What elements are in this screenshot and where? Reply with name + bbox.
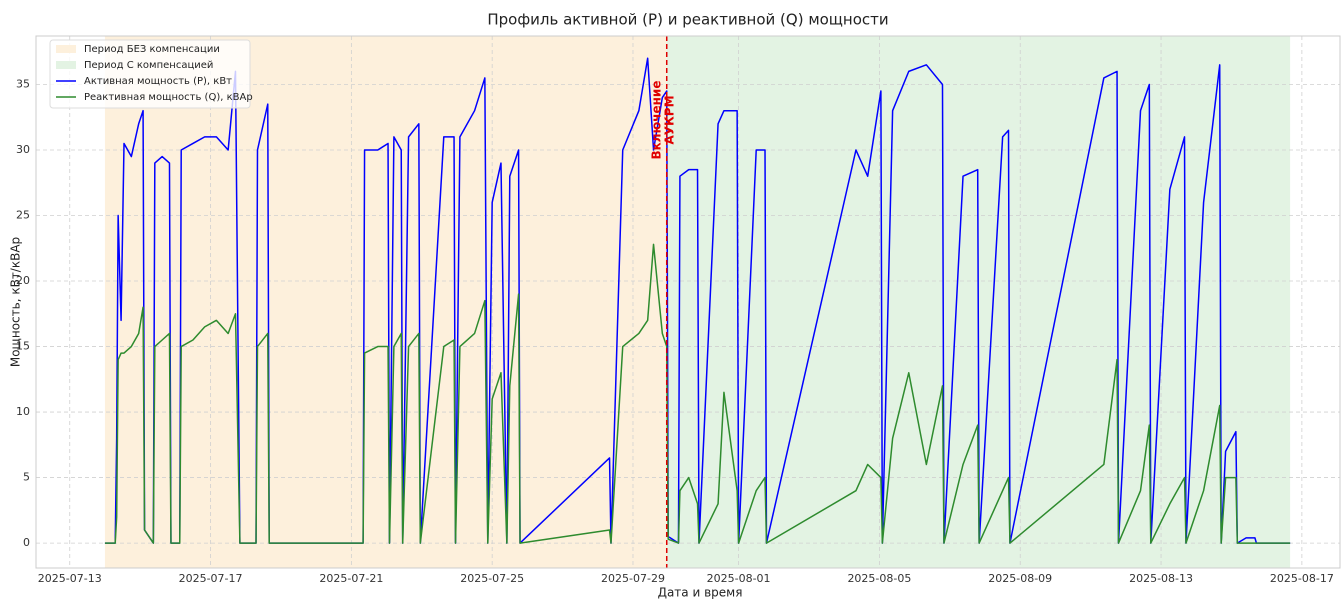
legend-label: Период С компенсацией (84, 60, 213, 71)
x-tick-label: 2025-08-13 (1129, 572, 1193, 585)
x-tick-label: 2025-08-05 (847, 572, 911, 585)
legend-swatch (56, 45, 76, 53)
chart-title: Профиль активной (P) и реактивной (Q) мо… (487, 11, 888, 29)
y-tick-label: 10 (16, 405, 30, 418)
x-axis-label: Дата и время (658, 586, 743, 599)
x-tick-label: 2025-07-13 (38, 572, 102, 585)
plot-area (35, 35, 1341, 569)
y-tick-label: 25 (16, 209, 30, 222)
series-line (104, 243, 1291, 544)
event-label-part: АУКРМ (662, 95, 676, 144)
x-tick-label: 2025-07-17 (179, 572, 243, 585)
legend-label: Активная мощность (P), кВт (84, 76, 232, 87)
x-tick-label: 2025-07-21 (319, 572, 383, 585)
legend-box (49, 39, 251, 109)
y-tick-label: 5 (23, 471, 30, 484)
x-tick-label: 2025-07-25 (460, 572, 524, 585)
legend-label: Реактивная мощность (Q), кВАр (84, 92, 253, 103)
x-tick-label: 2025-08-17 (1270, 572, 1334, 585)
legend-swatch (56, 61, 76, 69)
legend-label: Период БЕЗ компенсации (84, 44, 220, 55)
series-line (104, 57, 1291, 544)
event-label-part: Включение (649, 81, 663, 160)
x-tick-label: 2025-07-29 (601, 572, 665, 585)
legend: Период БЕЗ компенсации Период С компенсац… (49, 39, 253, 109)
event-label: ВключениеАУКРМ (649, 81, 676, 160)
y-tick-label: 20 (16, 274, 30, 287)
span (104, 36, 667, 568)
y-axis-label: Мощность, кВт/кВАр (9, 237, 23, 367)
y-tick-label: 30 (16, 143, 30, 156)
x-tick-label: 2025-08-09 (988, 572, 1052, 585)
y-tick-label: 0 (23, 536, 30, 549)
y-tick-label: 15 (16, 340, 30, 353)
x-tick-label: 2025-08-01 (707, 572, 771, 585)
y-tick-label: 35 (16, 77, 30, 90)
